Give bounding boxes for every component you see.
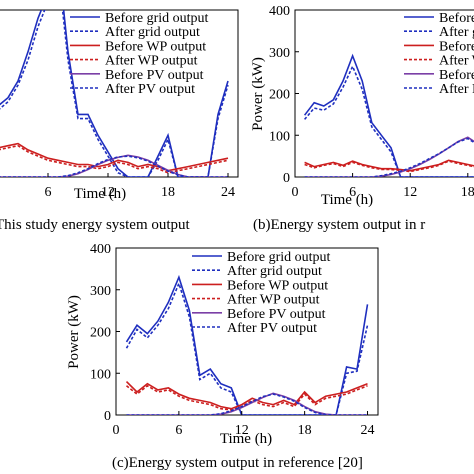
legend-label: After PV output [105,82,195,97]
legend-label: Before WP output [105,39,206,54]
y-tick-label: 300 [269,46,290,61]
legend-label: Before WP output [227,278,328,293]
legend-label: Before PV output [439,68,474,83]
legend-label: After PV output [439,82,474,97]
y-tick-label: 100 [90,367,111,382]
legend-label: Before WP output [439,39,474,54]
y-tick-label: 100 [269,129,290,144]
legend-label: Before grid output [227,250,331,265]
legend-label: Before grid output [105,11,209,26]
x-tick-label: 0 [292,185,299,200]
x-tick-label: 18 [161,185,175,200]
x-tick-label: 12 [403,185,417,200]
x-tick-label: 12 [101,185,115,200]
x-tick-label: 6 [45,185,52,200]
panel-a: 6 12 18 24 Time (h) This study energy syste… [0,9,239,233]
x-tick-label: 24 [221,185,235,200]
legend-label: After grid output [227,264,322,279]
panel-b-xlabel: Time (h) [321,192,373,208]
series-line-2 [303,64,474,177]
x-tick-label: 18 [461,185,474,200]
y-tick-label: 400 [269,4,290,19]
y-tick-label: 300 [90,284,111,299]
x-tick-label: 6 [175,423,182,438]
series-line-3 [304,159,474,172]
series-line-5 [126,392,368,415]
x-tick-label: 18 [298,423,312,438]
x-tick-label: 12 [235,423,249,438]
y-tick-label: 200 [90,326,111,341]
legend-label: Before PV output [105,68,204,83]
panel-a-caption: This study energy system output [0,217,191,233]
x-tick-label: 6 [349,185,356,200]
panel-a-plot-frame [0,9,239,178]
series-line-5 [0,154,228,177]
series-line-1 [125,274,369,415]
x-tick-label: 0 [113,423,120,438]
series-line-6 [126,393,368,415]
series-line-3 [125,381,368,410]
y-tick-label: 0 [104,409,111,424]
series-line-4 [126,384,368,411]
panel-c-ylabel: Power (kW) [66,295,82,369]
legend-label: After grid output [439,25,474,40]
legend-label: After PV output [227,321,317,336]
legend-label: After WP output [105,54,198,69]
series-line-5 [304,136,474,177]
legend-label: Before PV output [227,307,326,322]
panel-a-xlabel: Time (h) [74,186,126,202]
y-tick-label: 400 [90,242,111,257]
series-line-6 [304,137,474,177]
series-line-3 [0,142,229,172]
series-line-4 [0,144,229,174]
y-tick-label: 200 [269,88,290,103]
y-tick-label: 0 [283,171,290,186]
series-line-1 [303,53,474,177]
legend-label: After WP output [439,54,474,69]
panel-c-xlabel: Time (h) [220,431,272,447]
panel-b-ylabel: Power (kW) [250,57,266,131]
x-tick-label: 24 [361,423,375,438]
panel-c: 0 6 12 18 24 0 100 200 300 400 Power (kW) Time (h… [66,242,379,471]
panel-c-caption: (c)Energy system output in reference [20… [112,455,363,471]
legend-label: After grid output [105,25,200,40]
legend-label: After WP output [227,293,320,308]
series-line-2 [125,281,369,415]
panel-b-caption: (b)Energy system output in r [253,217,425,233]
legend-label: Before grid output [439,11,474,26]
series-line-1 [0,10,229,177]
